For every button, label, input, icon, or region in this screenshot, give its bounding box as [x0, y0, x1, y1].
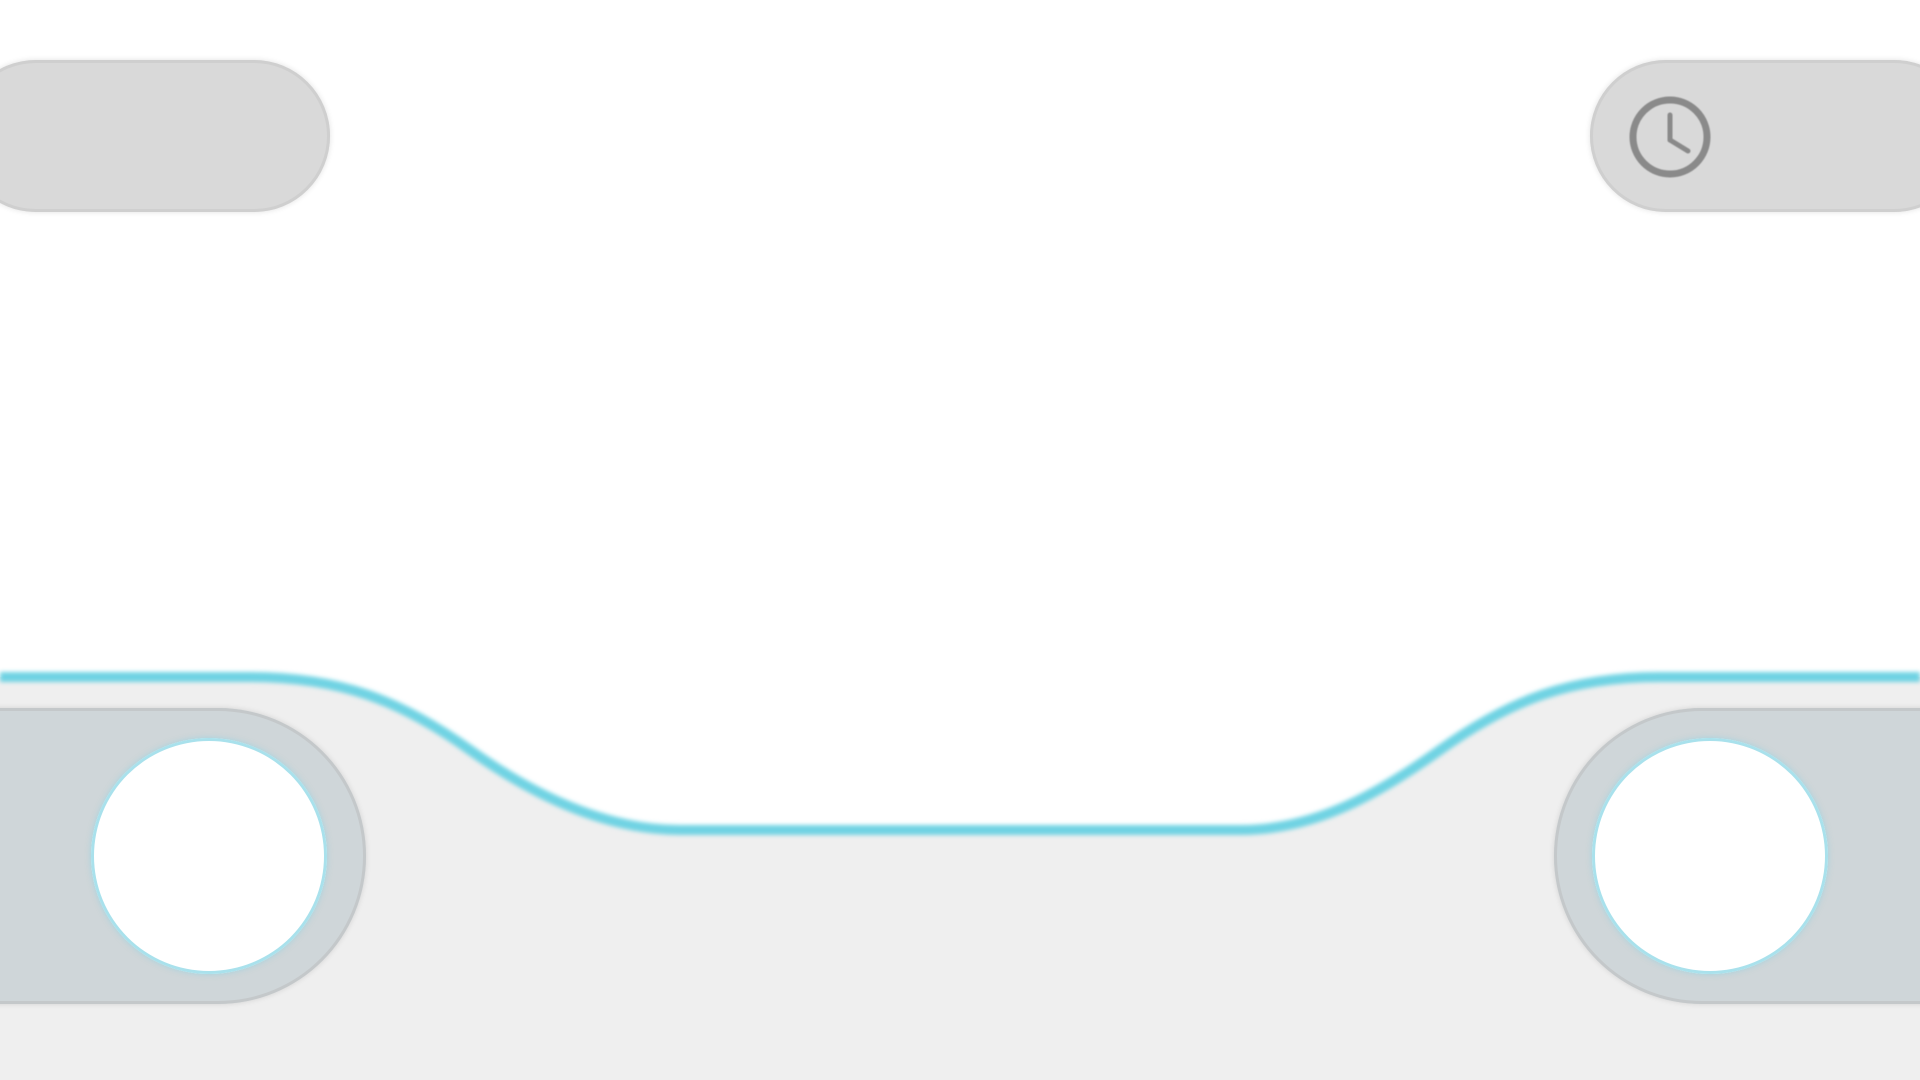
- top-left-pill[interactable]: [0, 60, 330, 212]
- top-right-pill[interactable]: [1590, 60, 1920, 212]
- bottom-bar-surface: [0, 677, 1920, 1080]
- left-round-button[interactable]: [91, 738, 327, 974]
- right-round-button[interactable]: [1592, 738, 1828, 974]
- accent-line: [0, 672, 1920, 835]
- clock-icon[interactable]: [1628, 95, 1712, 179]
